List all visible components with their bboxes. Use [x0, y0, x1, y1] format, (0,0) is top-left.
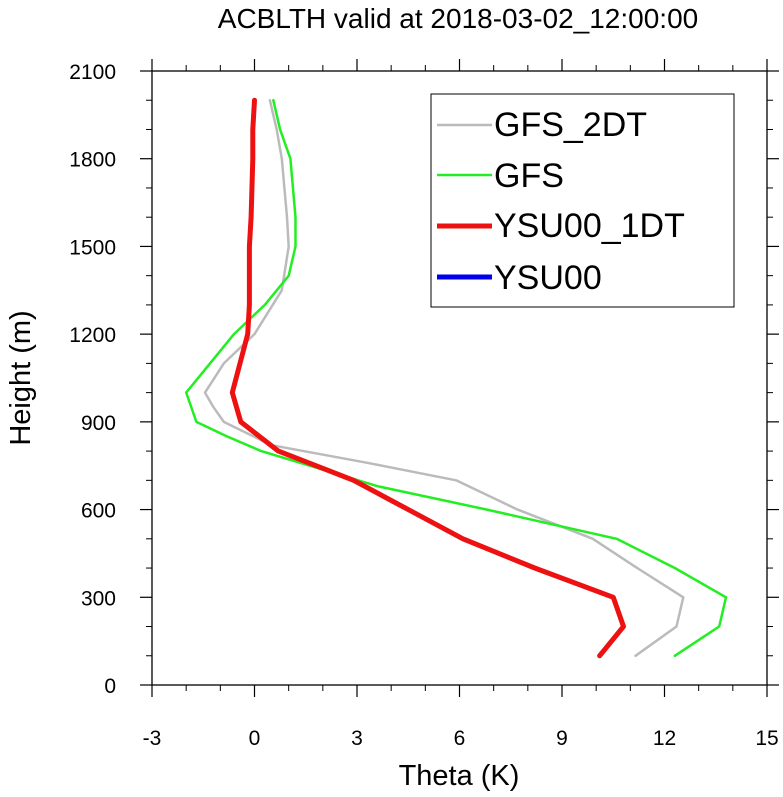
series-line-gfs-2dt — [203, 98, 685, 658]
y-tick-label: 2100 — [69, 61, 116, 84]
series-line-ysu00-1dt — [229, 97, 626, 659]
legend-label-ysu00-1dt: YSU00_1DT — [494, 207, 685, 245]
y-axis-label: Height (m) — [5, 310, 37, 445]
x-tick-label: 12 — [653, 727, 676, 750]
series-layer — [184, 97, 728, 659]
legend-label-gfs-2dt: GFS_2DT — [494, 106, 647, 144]
x-tick-label: -3 — [143, 727, 162, 750]
chart-title: ACBLTH valid at 2018-03-02_12:00:00 — [218, 3, 698, 34]
legend-label-gfs: GFS — [494, 157, 564, 195]
legend-label-ysu00: YSU00 — [494, 259, 602, 297]
x-tick-label: 9 — [556, 727, 568, 750]
series-line-gfs — [184, 98, 728, 658]
y-tick-label: 0 — [104, 675, 116, 698]
y-tick-label: 900 — [81, 412, 116, 435]
x-tick-label: 6 — [454, 727, 466, 750]
y-tick-label: 1200 — [69, 324, 116, 347]
x-axis-label: Theta (K) — [399, 760, 520, 792]
legend-box — [430, 93, 735, 308]
x-tick-label: 0 — [249, 727, 261, 750]
y-tick-label: 600 — [81, 500, 116, 523]
x-tick-label: 3 — [351, 727, 363, 750]
legend: GFS_2DT GFS YSU00_1DT YSU00 — [430, 93, 735, 308]
axes-layer: -3 0 3 6 9 12 15 0 300 600 900 1200 1500 1800 2100 — [69, 59, 779, 750]
y-tick-label: 300 — [81, 587, 116, 610]
x-tick-label: 15 — [755, 727, 778, 750]
y-tick-label: 1500 — [69, 236, 116, 259]
y-tick-label: 1800 — [69, 149, 116, 172]
